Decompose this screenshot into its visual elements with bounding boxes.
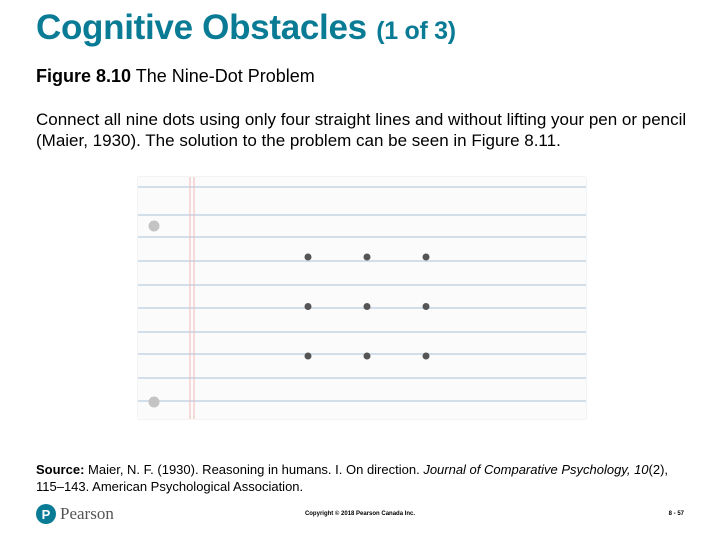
nine-dot-figure [138,177,586,419]
title-part: (1 of 3) [376,17,456,45]
nine-dot [422,352,430,360]
source-volume: 10 [634,462,649,477]
nine-dot [363,303,371,310]
nine-dot [422,303,430,310]
pearson-logo: P Pearson [36,503,114,525]
source-citation: Source: Maier, N. F. (1930). Reasoning i… [36,461,696,495]
title-main: Cognitive Obstacles [36,8,367,47]
source-journal: Journal of Comparative Psychology, [423,462,631,477]
instructions-text: Connect all nine dots using only four st… [36,110,687,150]
figure-label: Figure 8.10 [36,66,132,86]
source-text-after: (2), 115–143. American Psychological Ass… [36,462,669,494]
slide-title: Cognitive Obstacles (1 of 3) [36,8,456,48]
nine-dot [422,253,430,261]
nine-dot [363,352,371,360]
pearson-logo-mark: P [36,504,56,524]
figure-caption: Figure 8.10 The Nine-Dot Problem [36,66,315,87]
figure-title: The Nine-Dot Problem [135,66,315,86]
punch-hole [148,220,160,232]
notebook-paper-figure [138,177,586,419]
pearson-logo-text: Pearson [60,504,114,523]
nine-dot [363,253,371,261]
page-number: 8 - 57 [668,511,684,517]
source-label: Source: [36,462,85,477]
nine-dot [304,303,312,310]
nine-dot [304,253,312,261]
punch-hole [148,396,160,408]
source-text-before: Maier, N. F. (1930). Reasoning in humans… [88,462,424,477]
copyright-notice: Copyright © 2018 Pearson Canada Inc. [304,511,416,517]
nine-dot [304,352,312,360]
